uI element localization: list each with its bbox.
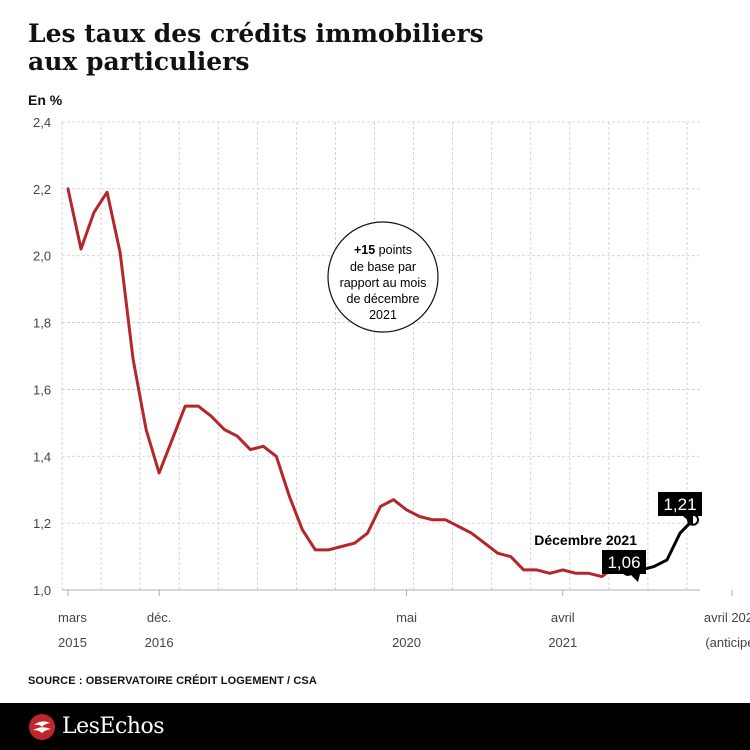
y-tick-label: 1,0	[33, 583, 51, 598]
data-point	[392, 498, 395, 501]
data-point	[119, 251, 121, 254]
y-tick-label: 1,8	[33, 316, 51, 331]
data-point	[249, 448, 252, 451]
callout-start-box	[602, 550, 646, 574]
annotation-bubble-text-line-1: +15 points	[354, 243, 412, 257]
callout-start-value: 1,06	[607, 553, 640, 572]
data-point	[210, 415, 213, 417]
data-point	[236, 435, 239, 438]
x-axis: mars 2015 déc. 2016 mai 2020 avril 2021 avril 20…	[58, 590, 750, 650]
data-point	[145, 428, 147, 431]
y-tick-label: 2,2	[33, 182, 51, 197]
y-tick-label: 1,4	[33, 449, 51, 464]
data-point	[132, 358, 134, 361]
chart-callouts: Décembre 2021 1,06 1,21	[534, 492, 702, 582]
data-point	[184, 405, 186, 407]
data-point	[158, 472, 160, 474]
data-point	[366, 532, 369, 534]
callout-start-pointer	[630, 574, 640, 582]
annotation-bubble-text-line-3: rapport au mois	[340, 276, 427, 290]
x-tick-label-year: (anticipé)	[705, 635, 750, 650]
annotation-bubble-circle	[327, 221, 439, 333]
x-tick-label-year: 2021	[548, 635, 577, 650]
data-point	[575, 572, 577, 575]
data-point	[80, 248, 82, 250]
data-point	[601, 575, 603, 578]
unit-label: En %	[28, 92, 63, 108]
x-tick-label: avril 2022	[704, 610, 750, 625]
y-tick-label: 1,6	[33, 382, 51, 397]
brand-name: LesEchos	[62, 714, 165, 739]
data-point	[561, 569, 564, 571]
x-tick-label: avril	[551, 610, 575, 625]
annotation-bubble-unit: points	[375, 243, 412, 257]
x-tick-label-year: 2015	[58, 635, 87, 650]
data-point	[444, 519, 447, 521]
callout-end-box	[658, 492, 702, 516]
data-point	[340, 545, 343, 548]
data-point	[496, 552, 499, 555]
data-point	[67, 188, 69, 190]
footer-bar: LesEchos	[0, 703, 750, 750]
data-point	[431, 519, 434, 521]
y-tick-label: 2,0	[33, 249, 51, 264]
series-line-historical	[66, 187, 630, 579]
data-point	[405, 508, 408, 511]
data-point	[288, 495, 291, 498]
data-point	[522, 569, 525, 571]
callout-start: 1,06	[602, 550, 646, 582]
data-point	[379, 505, 382, 508]
chart-title: Les taux des crédits immobiliers aux par…	[28, 20, 588, 76]
data-point	[509, 555, 512, 558]
data-point	[548, 572, 551, 575]
data-point	[171, 438, 173, 441]
data-point	[535, 569, 538, 571]
line-chart: 1,0 1,2 1,4 1,6 1,8 2,0 2,2 2,4 mars 2015 déc. 201…	[33, 115, 750, 650]
annotation-bubble-text-line-4: de décembre	[347, 292, 420, 306]
annotation-bubble-text-line-5: 2021	[369, 308, 397, 322]
data-point	[470, 532, 473, 534]
data-point	[262, 445, 265, 448]
chart-title-line-2: aux particuliers	[28, 47, 250, 76]
data-point	[418, 515, 421, 518]
les-echos-logo-icon	[29, 714, 55, 740]
annotation-bubble: +15 points de base par rapport au mois d…	[327, 221, 439, 333]
data-point	[314, 549, 317, 551]
callout-end: 1,21	[658, 492, 702, 525]
y-axis: 1,0 1,2 1,4 1,6 1,8 2,0 2,2 2,4	[33, 115, 51, 598]
data-point	[483, 542, 486, 544]
x-tick-label: déc.	[147, 610, 172, 625]
annotation-bubble-highlight: +15	[354, 243, 375, 257]
data-point	[197, 405, 200, 407]
data-point	[301, 529, 304, 531]
x-tick-label: mars	[58, 610, 87, 625]
data-point	[457, 525, 460, 528]
x-tick-label: mai	[396, 610, 417, 625]
annotation-bubble-text-line-2: de base par	[350, 260, 416, 274]
callout-end-pointer	[683, 516, 693, 525]
x-tick-label-year: 2020	[392, 635, 421, 650]
data-point	[93, 211, 95, 214]
data-point	[588, 572, 590, 575]
data-point	[275, 455, 278, 458]
data-point	[223, 428, 226, 431]
y-tick-label: 1,2	[33, 516, 51, 531]
data-point	[353, 542, 356, 544]
y-tick-label: 2,4	[33, 115, 51, 130]
x-tick-label-year: 2016	[145, 635, 174, 650]
data-point	[106, 191, 108, 193]
chart-grid	[61, 121, 700, 591]
data-point	[327, 549, 330, 551]
source-note: SOURCE : OBSERVATOIRE CRÉDIT LOGEMENT / …	[28, 675, 317, 687]
callout-end-value: 1,21	[663, 495, 696, 514]
chart-title-line-1: Les taux des crédits immobiliers	[28, 19, 484, 48]
december-2021-label: Décembre 2021	[534, 532, 637, 548]
